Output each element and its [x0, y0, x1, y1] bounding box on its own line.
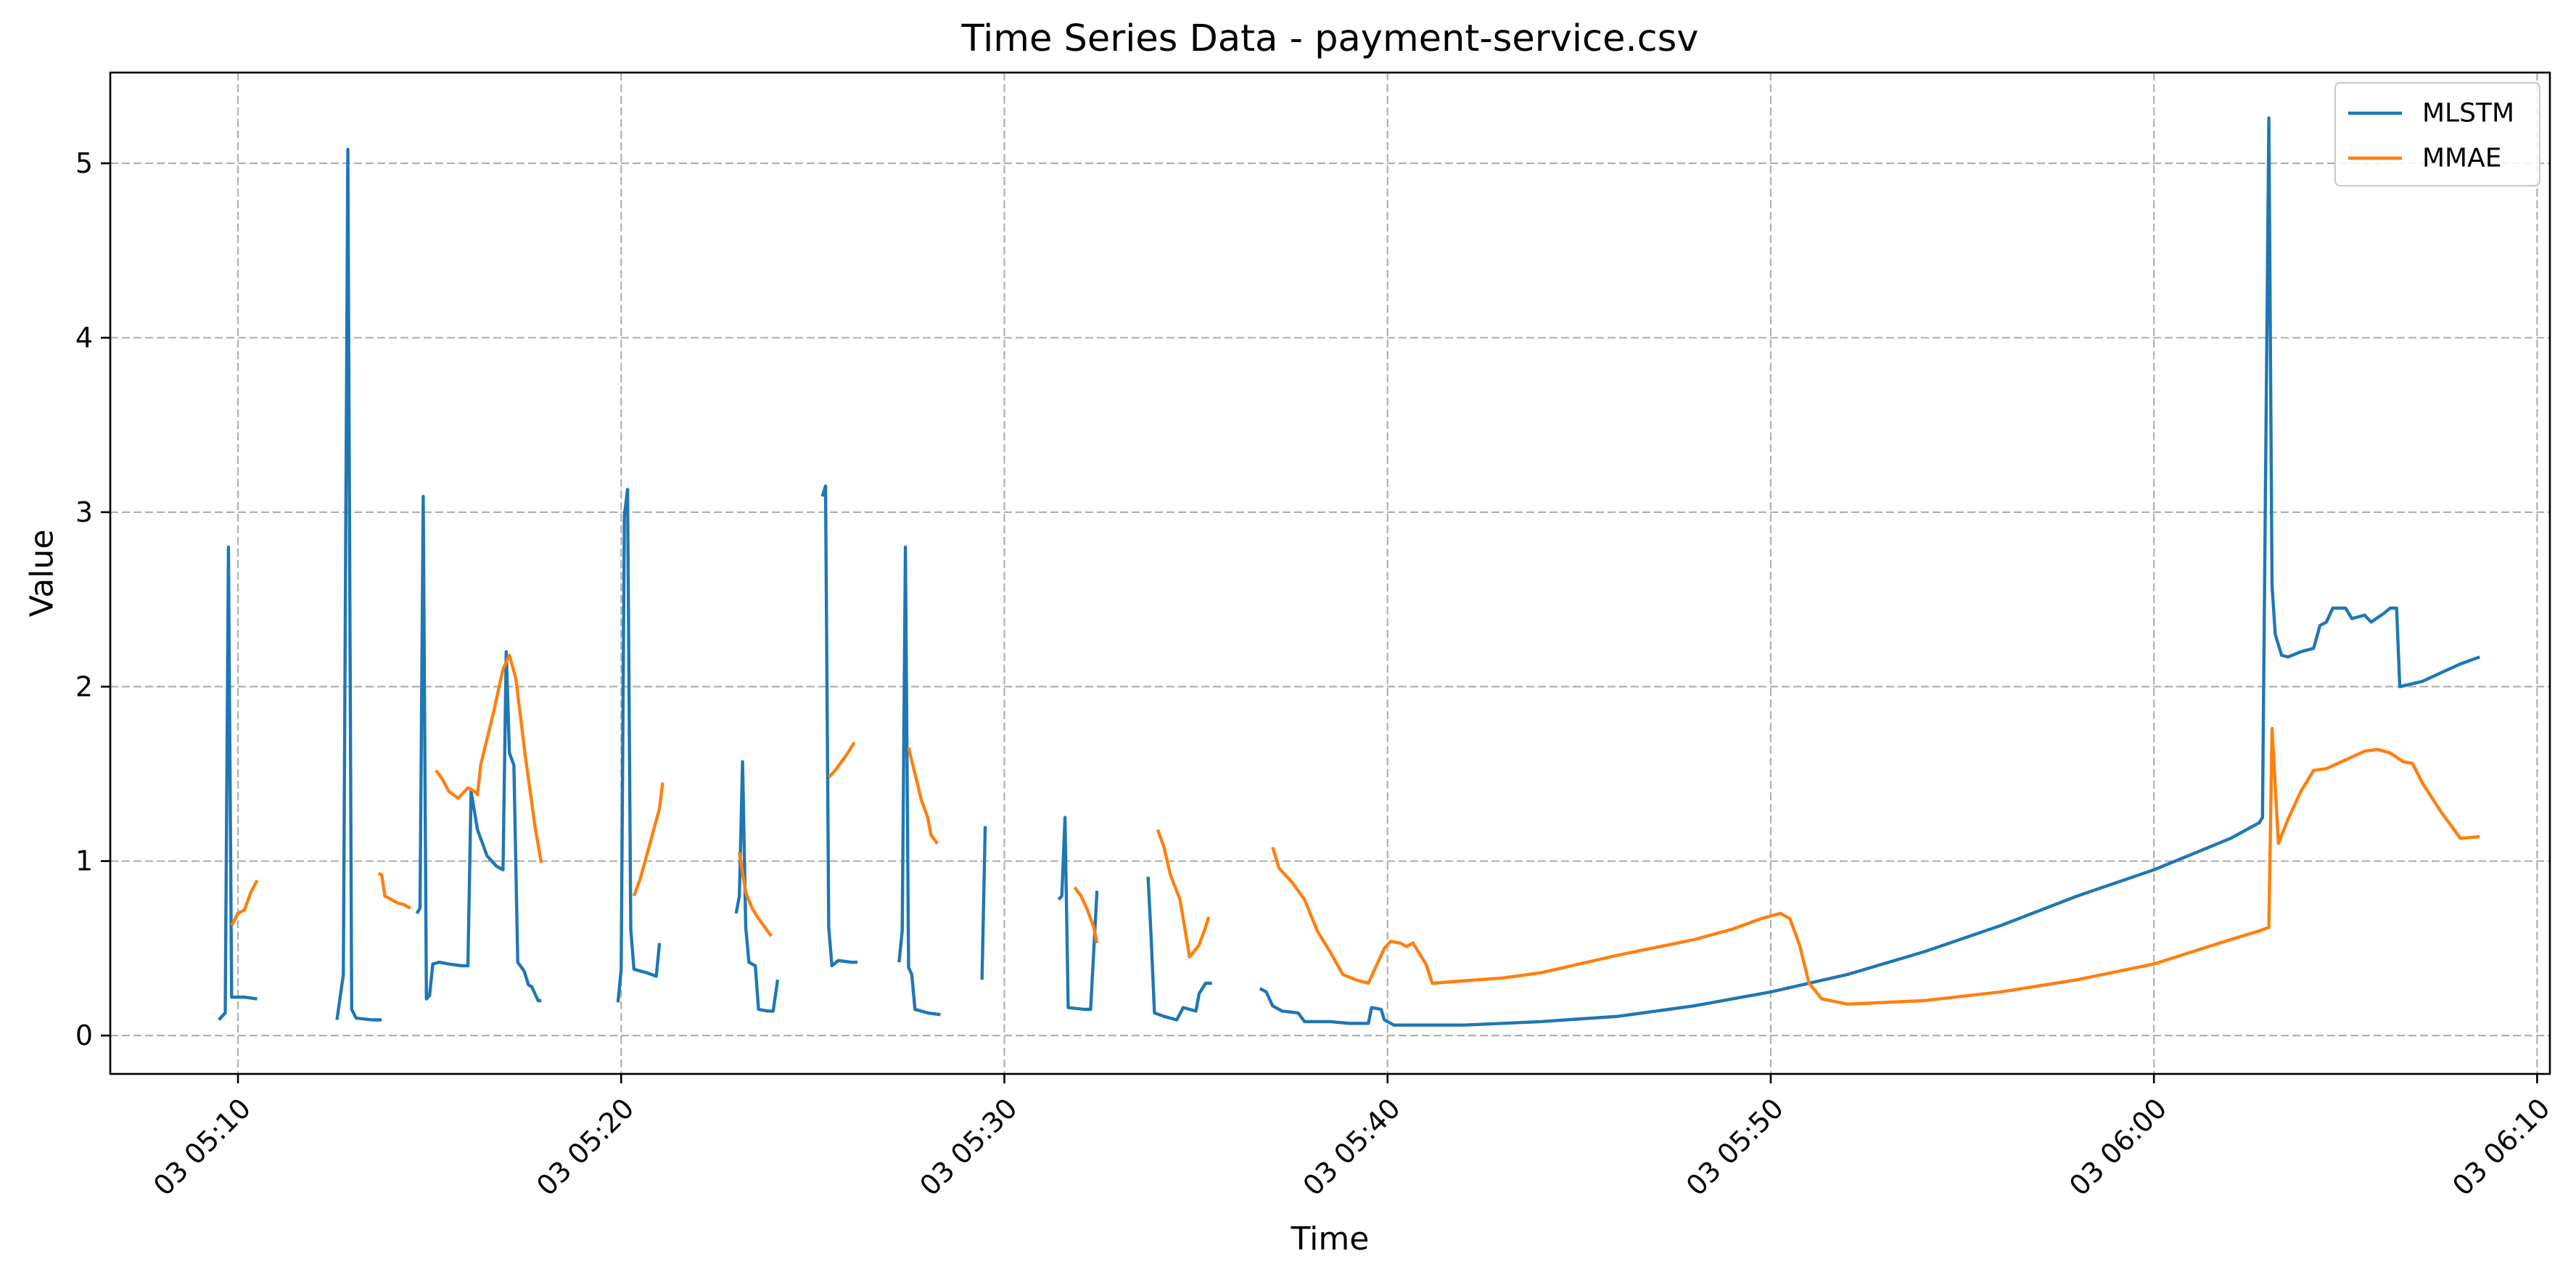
grid: [110, 73, 2550, 1074]
series-mmae-segment: [435, 653, 543, 863]
series-mmae-segment: [632, 782, 664, 897]
legend-box: [2334, 81, 2541, 187]
legend-label-mmae: MMAE: [2422, 144, 2502, 173]
series-mlstm-segment: [734, 760, 780, 1013]
y-tick-label: 3: [75, 496, 93, 528]
series-mlstm-segment: [820, 484, 857, 968]
y-axis-label: Value: [24, 530, 61, 618]
series-mlstm-segment: [616, 488, 662, 1003]
series-mmae: [230, 653, 2480, 1006]
series-mlstm: [218, 116, 2480, 1027]
series-mlstm-segment: [1146, 877, 1212, 1022]
y-tick-label: 5: [75, 147, 93, 179]
series-mmae-segment: [1271, 726, 2480, 1006]
series-mlstm-segment: [897, 545, 941, 1017]
y-tick-label: 2: [75, 670, 93, 702]
series-mmae-segment: [230, 879, 259, 927]
series-mlstm-segment: [335, 147, 382, 1022]
chart-title: Time Series Data - payment-service.csv: [961, 17, 1699, 60]
legend-label-mlstm: MLSTM: [2422, 99, 2514, 128]
series-mmae-segment: [827, 742, 856, 779]
series-mmae-segment: [377, 871, 411, 910]
legend: MLSTM MMAE: [2334, 81, 2541, 187]
y-tick-label: 1: [75, 845, 93, 877]
plot-frame: [109, 71, 2551, 1075]
series-mlstm-segment: [415, 495, 542, 1003]
series-mlstm-segment: [980, 826, 987, 980]
y-tick-label: 4: [75, 321, 93, 353]
series-mmae-segment: [1073, 886, 1099, 944]
series-mlstm-segment: [218, 545, 258, 1021]
series-mmae-segment: [738, 852, 773, 938]
series-mmae-segment: [907, 747, 939, 845]
series-mlstm-segment: [1259, 116, 2480, 1027]
x-axis-label: Time: [1291, 1220, 1370, 1258]
series-mlstm-segment: [1057, 816, 1099, 1012]
y-tick-label: 0: [75, 1020, 93, 1051]
plot-area: [218, 116, 2480, 1027]
series-mmae-segment: [1156, 829, 1211, 959]
